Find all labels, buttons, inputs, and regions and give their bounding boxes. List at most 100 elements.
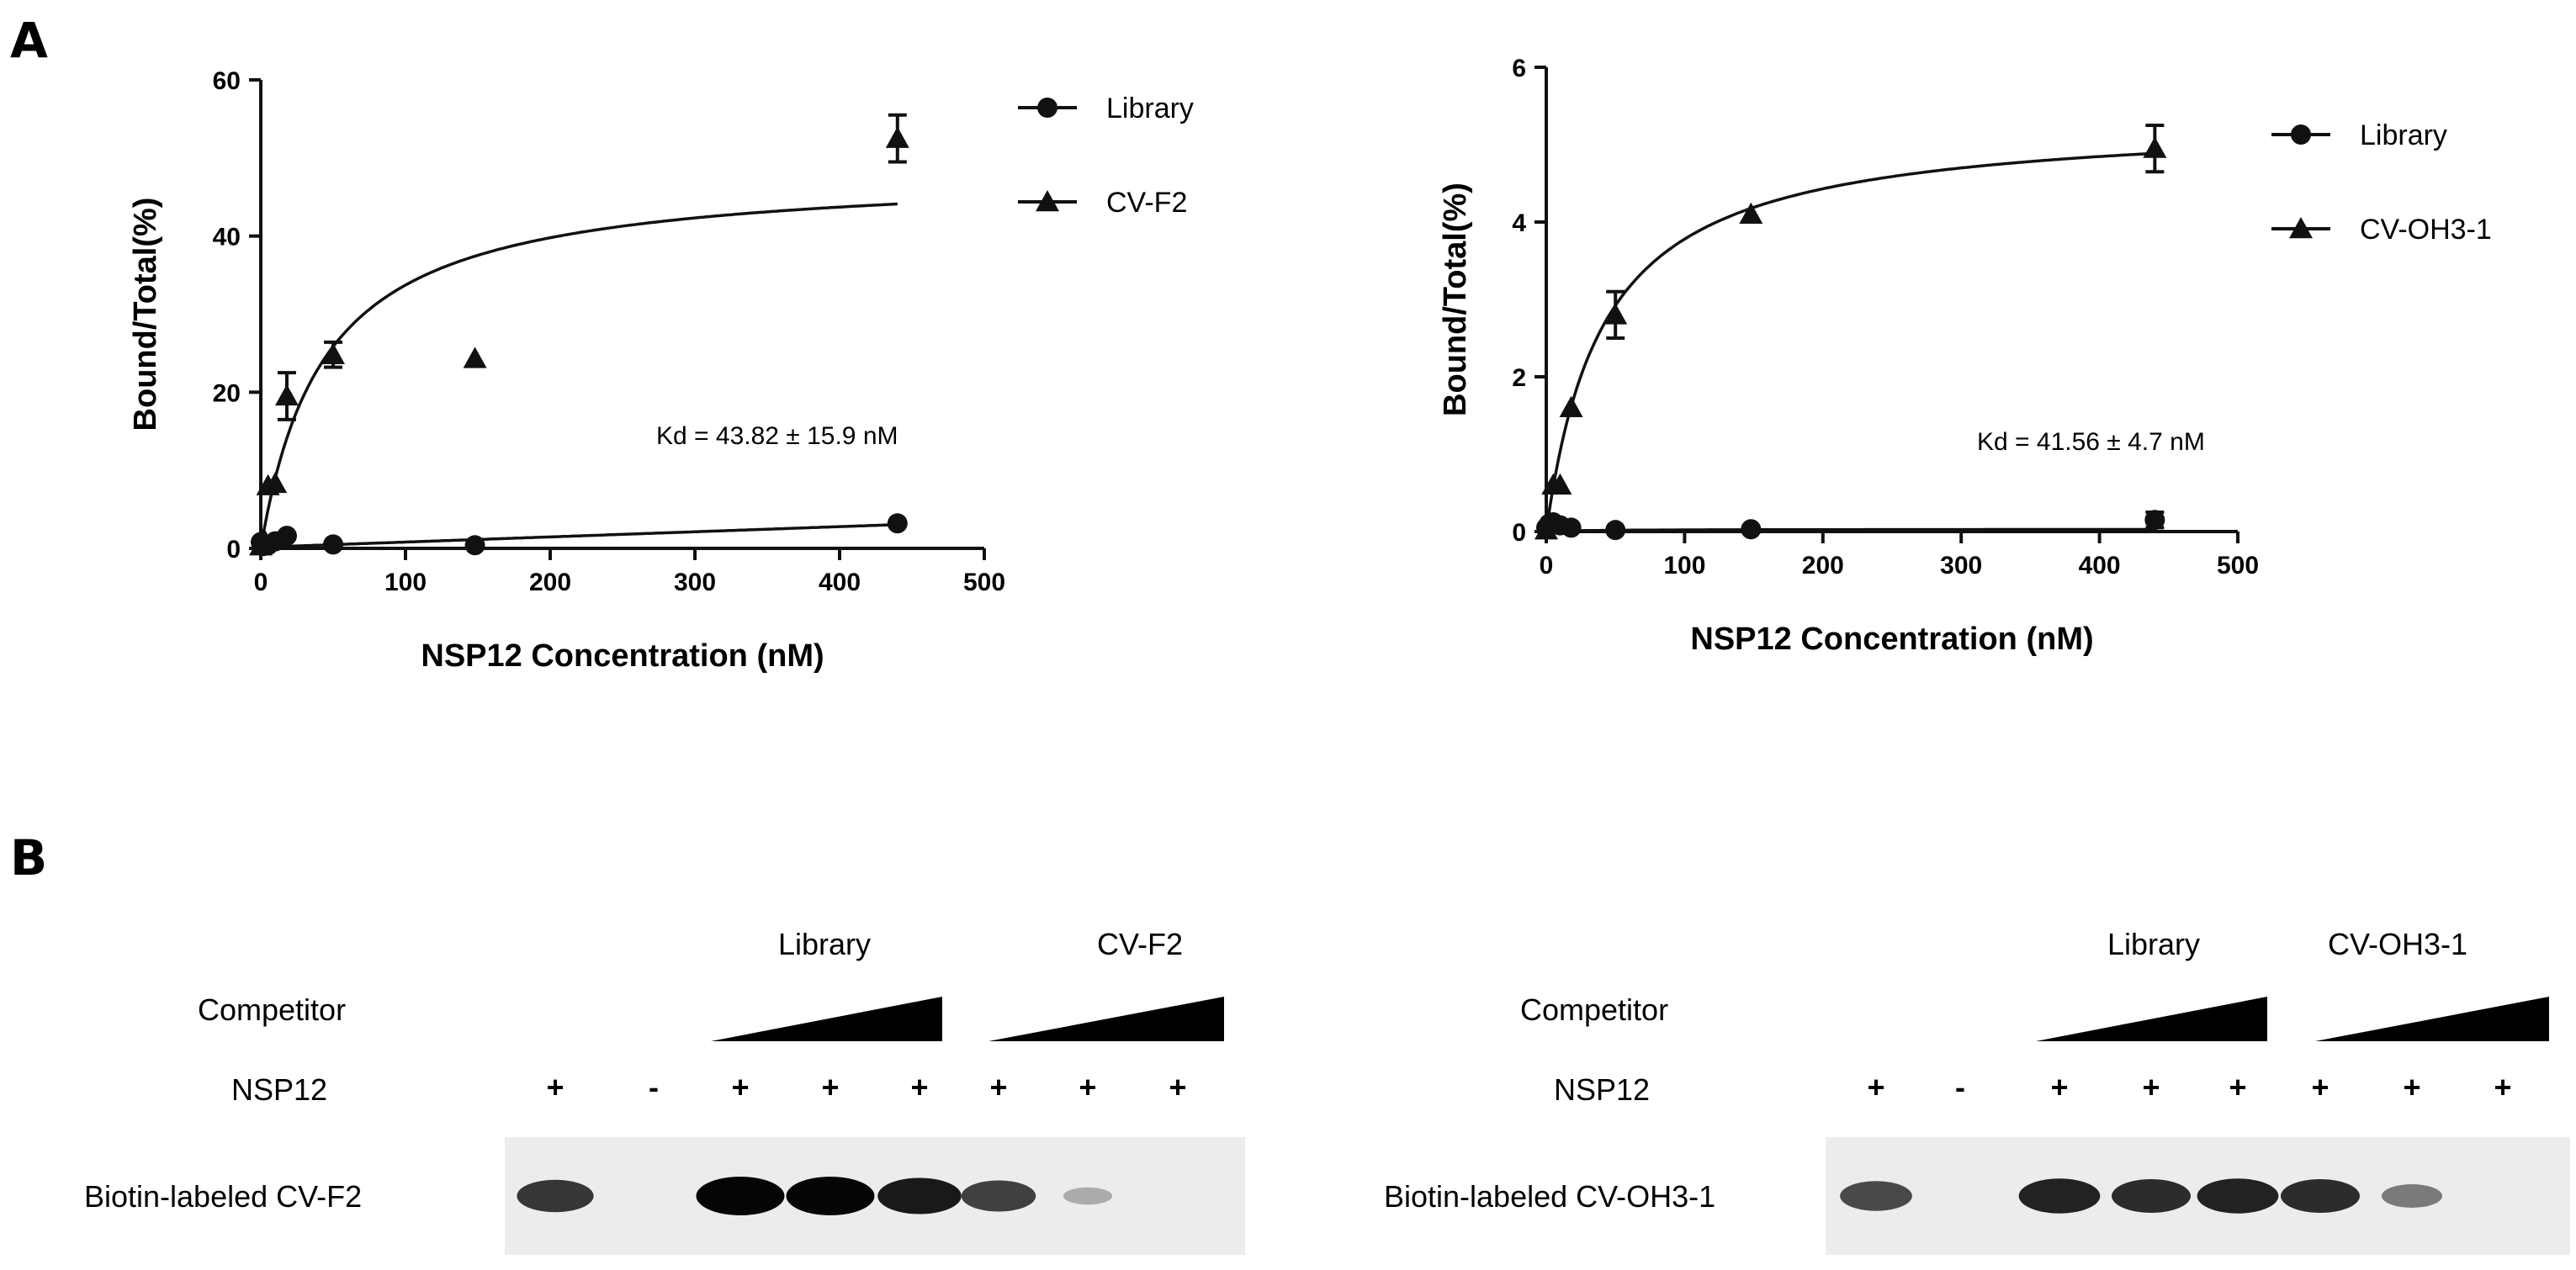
lane-sign: + xyxy=(731,1070,749,1104)
binding-chart-cv-oh3-1: 0 100 200 300 400 500 0 2 4 6 NSP12 Concentration … xyxy=(1438,55,2492,657)
data-point xyxy=(1561,517,1582,538)
x-tick-label: 200 xyxy=(529,569,571,596)
data-point xyxy=(1537,511,1561,533)
competitor-label: Competitor xyxy=(198,992,346,1027)
y-tick-label: 6 xyxy=(1512,55,1526,82)
lane-sign: + xyxy=(821,1070,839,1104)
y-tick-label: 0 xyxy=(226,536,241,564)
x-tick-label: 0 xyxy=(1540,552,1554,579)
data-point xyxy=(463,347,487,368)
gel-band xyxy=(1063,1187,1113,1205)
y-tick-label: 0 xyxy=(1512,519,1526,547)
group-label: Library xyxy=(2107,927,2200,961)
data-point xyxy=(1741,519,1762,540)
x-tick-label: 200 xyxy=(1802,552,1844,579)
legend-label: Library xyxy=(1106,93,1194,124)
lane-sign: + xyxy=(2311,1070,2329,1104)
data-point xyxy=(2143,136,2167,158)
x-tick-label: 300 xyxy=(1940,552,1982,579)
legend-label: CV-F2 xyxy=(1106,187,1187,219)
gel-band xyxy=(696,1177,785,1215)
panel-label-b: B xyxy=(10,829,47,886)
kd-annotation: Kd = 41.56 ± 4.7 nM xyxy=(1977,428,2205,456)
lane-sign: + xyxy=(910,1070,928,1104)
panel-label-a: A xyxy=(10,12,48,69)
y-axis-label: Bound/Total(%) xyxy=(1438,183,1473,416)
legend-marker xyxy=(1037,98,1057,118)
data-point xyxy=(464,535,485,556)
data-point xyxy=(1739,202,1763,224)
protein-label: NSP12 xyxy=(231,1072,327,1107)
data-point xyxy=(2144,510,2165,531)
lane-sign: + xyxy=(2050,1070,2068,1104)
x-axis-label: NSP12 Concentration (nM) xyxy=(1690,622,2093,657)
kd-annotation: Kd = 43.82 ± 15.9 nM xyxy=(656,422,898,450)
x-tick-label: 100 xyxy=(384,569,427,596)
blot-row-label: Biotin-labeled CV-F2 xyxy=(84,1179,362,1214)
competition-blot-cv-f2: Library CV-F2 Competitor NSP12 + - + + + + + + Bioti… xyxy=(84,927,1245,1255)
fit-curve-aptamer xyxy=(259,202,898,549)
protein-label: NSP12 xyxy=(1554,1072,1650,1107)
group-label: Library xyxy=(778,927,871,961)
competition-blot-cv-oh3-1: Library CV-OH3-1 Competitor NSP12 + - + + + + + + Bi… xyxy=(1384,927,2570,1255)
data-point xyxy=(276,526,297,547)
data-point xyxy=(321,342,345,364)
gel-band xyxy=(961,1180,1036,1212)
group-label: CV-OH3-1 xyxy=(2328,927,2467,961)
data-point xyxy=(887,513,908,534)
legend-label: CV-OH3-1 xyxy=(2360,214,2492,246)
data-point xyxy=(1605,520,1626,541)
x-tick-label: 100 xyxy=(1663,552,1705,579)
concentration-wedge xyxy=(989,997,1224,1041)
lane-sign: + xyxy=(2403,1070,2420,1104)
x-tick-label: 500 xyxy=(963,569,1005,596)
y-tick-label: 20 xyxy=(213,379,241,407)
blot-row-label: Biotin-labeled CV-OH3-1 xyxy=(1384,1179,1715,1214)
data-point xyxy=(274,384,299,406)
x-tick-label: 0 xyxy=(254,569,268,596)
y-tick-label: 60 xyxy=(213,67,241,95)
competitor-label: Competitor xyxy=(1520,992,1668,1027)
fit-curve-aptamer xyxy=(1545,151,2155,532)
x-tick-label: 400 xyxy=(819,569,861,596)
concentration-wedge xyxy=(2315,997,2549,1041)
concentration-wedge xyxy=(711,997,942,1041)
data-point xyxy=(252,527,276,549)
gel-band xyxy=(2197,1178,2279,1214)
gel-background xyxy=(505,1137,1245,1255)
x-tick-label: 500 xyxy=(2217,552,2259,579)
data-point xyxy=(1559,395,1583,417)
data-point xyxy=(1548,473,1572,495)
lane-sign: + xyxy=(546,1070,564,1104)
y-tick-label: 2 xyxy=(1512,364,1526,392)
gel-band xyxy=(2112,1179,2191,1213)
lane-sign: - xyxy=(649,1070,659,1104)
lane-sign: - xyxy=(1955,1070,1965,1104)
lane-sign: + xyxy=(2229,1070,2246,1104)
x-tick-label: 300 xyxy=(674,569,716,596)
concentration-wedge xyxy=(2036,997,2267,1041)
gel-band xyxy=(1840,1181,1912,1211)
y-tick-label: 4 xyxy=(1512,209,1526,237)
fit-curve-library xyxy=(1545,527,2155,533)
gel-band xyxy=(517,1179,594,1213)
legend-marker xyxy=(1036,190,1059,212)
gel-band xyxy=(2281,1179,2360,1213)
legend-marker xyxy=(2289,217,2313,239)
data-point xyxy=(1603,303,1628,325)
y-tick-label: 40 xyxy=(213,224,241,251)
binding-chart-cv-f2: 0 100 200 300 400 500 0 20 40 60 NSP12 Concentrati… xyxy=(128,67,1194,674)
x-axis-label: NSP12 Concentration (nM) xyxy=(421,638,824,674)
lane-sign: + xyxy=(1079,1070,1096,1104)
fit-curve-library xyxy=(260,522,898,549)
lane-sign: + xyxy=(1169,1070,1186,1104)
lane-sign: + xyxy=(1867,1070,1884,1104)
data-point xyxy=(263,471,288,494)
lane-sign: + xyxy=(989,1070,1007,1104)
data-point xyxy=(885,126,909,148)
legend-marker xyxy=(2291,124,2311,145)
group-label: CV-F2 xyxy=(1097,927,1183,961)
legend-label: Library xyxy=(2360,119,2447,151)
y-axis-label: Bound/Total(%) xyxy=(128,198,163,431)
